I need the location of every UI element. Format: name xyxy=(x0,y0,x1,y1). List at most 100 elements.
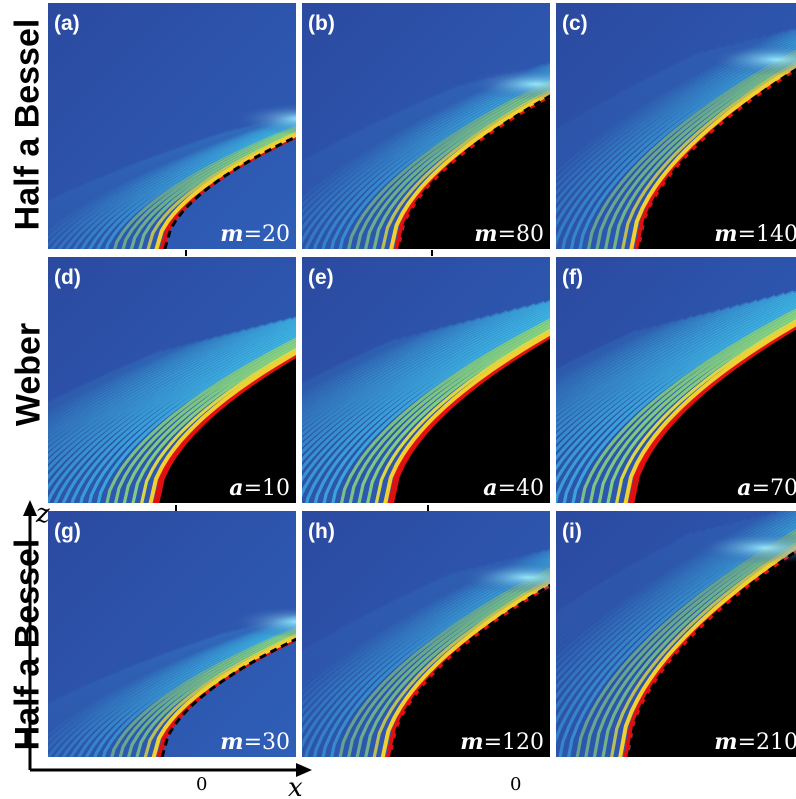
fringe xyxy=(110,626,296,757)
fringe xyxy=(556,310,712,397)
parameter-symbol: m xyxy=(714,221,737,247)
x-tick-label-left: 0 xyxy=(196,774,207,795)
parameter-symbol: m xyxy=(714,729,737,755)
fringe xyxy=(302,333,417,392)
dashed-caustic-curve xyxy=(638,67,796,249)
panel-tag: (a) xyxy=(54,12,80,35)
fringe xyxy=(556,324,657,378)
fringe xyxy=(302,303,536,442)
fringe xyxy=(302,312,499,422)
panel-h xyxy=(302,511,550,757)
fringe xyxy=(48,622,263,718)
fringe xyxy=(556,329,638,373)
shadow-region xyxy=(639,69,796,249)
fringe xyxy=(118,628,296,757)
fringe xyxy=(556,525,721,629)
parameter-label: m=20 xyxy=(220,221,290,247)
shadow-region xyxy=(634,327,796,503)
parameter-symbol: m xyxy=(460,729,483,755)
fringe xyxy=(330,75,550,249)
fringe xyxy=(556,522,730,634)
fringe xyxy=(48,317,292,458)
fringe xyxy=(321,73,550,249)
fringe xyxy=(347,569,550,757)
fringe xyxy=(372,86,550,249)
fringe xyxy=(597,313,796,503)
fringe xyxy=(612,58,796,249)
fringe xyxy=(556,527,712,625)
fringe xyxy=(87,332,296,503)
fringe xyxy=(556,304,740,408)
parameter-value: =30 xyxy=(244,730,290,755)
fringe xyxy=(556,299,758,417)
fringe xyxy=(48,317,296,472)
shadow-region xyxy=(399,96,550,249)
fringe xyxy=(48,333,228,427)
x-axis-arrow xyxy=(296,763,312,777)
dashed-caustic-curve xyxy=(160,637,296,757)
caustic-halo xyxy=(383,331,550,503)
fringe xyxy=(80,120,296,249)
fringe xyxy=(556,297,767,422)
row-label-middle: Weber xyxy=(9,322,48,427)
parameter-label: a=40 xyxy=(483,475,544,501)
fringe xyxy=(302,567,474,662)
panel-tag: (h) xyxy=(308,520,335,543)
fringe xyxy=(364,84,550,249)
glow-region xyxy=(706,43,796,76)
fringe xyxy=(302,301,550,463)
fringe xyxy=(48,129,229,204)
row-label-bottom: Half a Bessel xyxy=(8,538,47,751)
fringe xyxy=(93,624,296,757)
fringe xyxy=(129,128,296,249)
fringe xyxy=(556,327,648,375)
panel-tag: (b) xyxy=(308,12,335,35)
fringe xyxy=(556,39,796,249)
fringe xyxy=(621,61,796,249)
fringe xyxy=(79,330,296,503)
fringe xyxy=(48,347,173,408)
fringe xyxy=(556,39,750,155)
panel-tag: (f) xyxy=(562,266,583,289)
fringe xyxy=(48,316,296,465)
fringe xyxy=(556,294,796,461)
panel-g xyxy=(48,511,296,757)
fringe xyxy=(561,41,796,249)
parameter-label: m=30 xyxy=(220,729,290,755)
fringe xyxy=(48,319,283,453)
parameter-label: m=140 xyxy=(714,221,796,247)
fringe xyxy=(48,125,247,209)
fringe xyxy=(357,323,550,503)
fringe xyxy=(302,76,491,175)
fringe xyxy=(48,113,296,230)
fringe xyxy=(380,88,550,249)
fringe xyxy=(321,562,550,757)
fringe xyxy=(113,125,296,249)
fringe xyxy=(364,574,550,757)
parameter-value: =10 xyxy=(244,476,290,501)
parameter-symbol: m xyxy=(220,729,243,755)
fringe xyxy=(302,305,527,437)
parameter-label: m=80 xyxy=(474,221,544,247)
fringe xyxy=(48,615,290,729)
fringe xyxy=(556,529,703,620)
fringe xyxy=(556,322,666,381)
main-caustic xyxy=(159,133,296,249)
fringe xyxy=(302,571,456,655)
fringe xyxy=(48,629,236,709)
fringe xyxy=(122,342,296,503)
fringe xyxy=(302,307,550,498)
caustic-halo xyxy=(629,63,796,249)
fringe xyxy=(48,342,191,414)
fringe xyxy=(48,626,245,712)
dashed-caustic-curve xyxy=(398,94,550,249)
parameter-label: m=120 xyxy=(460,729,544,755)
fringe xyxy=(85,622,296,757)
z-axis-label: z xyxy=(35,499,50,529)
fringe xyxy=(578,46,796,249)
main-caustic xyxy=(623,547,796,757)
parameter-symbol: a xyxy=(483,475,497,501)
dashed-caustic-curve xyxy=(163,135,296,249)
fringe xyxy=(355,81,550,249)
